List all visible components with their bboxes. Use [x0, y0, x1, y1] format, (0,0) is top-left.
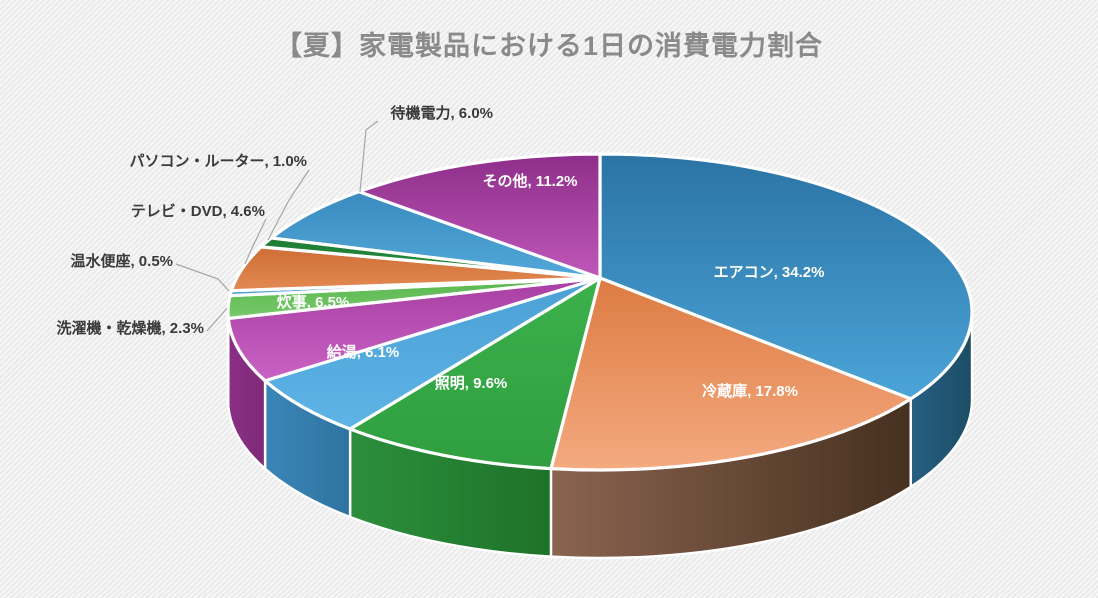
pie-faces-group: [228, 154, 972, 470]
slice-label-4: 炊事, 6.5%: [277, 293, 350, 311]
slice-label-8: パソコン・ルーター, 1.0%: [129, 153, 307, 170]
slice-label-5: 洗濯機・乾燥機, 2.3%: [56, 319, 204, 337]
slice-label-0: エアコン, 34.2%: [714, 264, 825, 281]
slice-label-1: 冷蔵庫, 17.8%: [702, 382, 798, 400]
slice-label-6: 温水便座, 0.5%: [70, 252, 173, 270]
leader-line-9: [360, 121, 378, 192]
slice-label-7: テレビ・DVD, 4.6%: [131, 203, 265, 220]
slice-label-3: 給湯, 6.1%: [327, 343, 400, 361]
slice-label-9: 待機電力, 6.0%: [390, 104, 493, 122]
leader-line-5: [207, 308, 227, 331]
leader-line-6: [176, 264, 229, 291]
slice-label-10: その他, 11.2%: [482, 172, 577, 190]
slice-label-2: 照明, 9.6%: [435, 375, 508, 392]
